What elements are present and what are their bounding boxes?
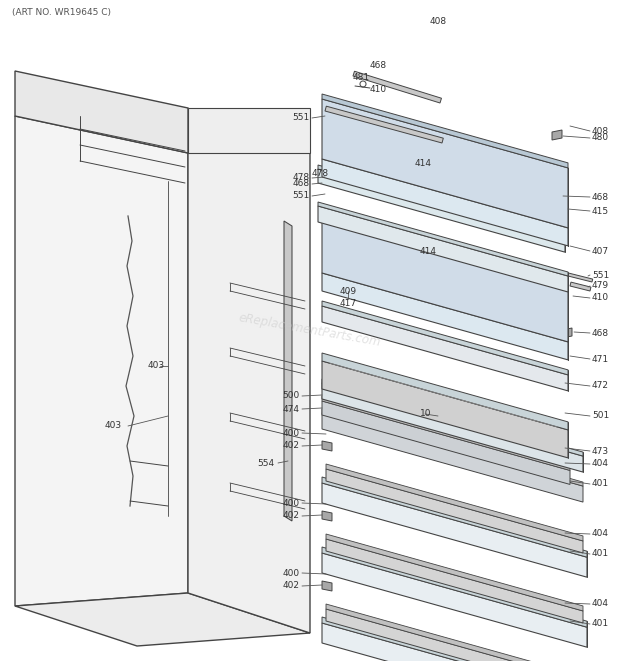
- Polygon shape: [325, 106, 443, 143]
- Polygon shape: [284, 221, 292, 521]
- Polygon shape: [15, 71, 188, 153]
- Polygon shape: [322, 99, 568, 228]
- Text: 481: 481: [353, 73, 370, 81]
- Text: 401: 401: [592, 479, 609, 488]
- Polygon shape: [322, 441, 332, 451]
- Polygon shape: [318, 206, 568, 292]
- Text: 551: 551: [293, 192, 310, 200]
- Polygon shape: [325, 175, 441, 211]
- Polygon shape: [322, 94, 568, 168]
- Polygon shape: [318, 169, 565, 252]
- Polygon shape: [322, 401, 570, 485]
- Text: 400: 400: [283, 428, 300, 438]
- Polygon shape: [15, 116, 188, 606]
- Text: 473: 473: [592, 446, 609, 455]
- Text: 407: 407: [592, 247, 609, 256]
- Polygon shape: [322, 218, 568, 342]
- Text: 403: 403: [148, 362, 165, 371]
- Text: 468: 468: [370, 61, 387, 69]
- Polygon shape: [322, 273, 568, 360]
- Polygon shape: [322, 379, 583, 456]
- Polygon shape: [552, 191, 562, 201]
- Polygon shape: [322, 623, 587, 661]
- Polygon shape: [322, 409, 583, 486]
- Text: 468: 468: [293, 180, 310, 188]
- Text: 414: 414: [420, 247, 437, 256]
- Text: 554: 554: [257, 459, 274, 467]
- Text: 404: 404: [592, 600, 609, 609]
- Text: 400: 400: [283, 498, 300, 508]
- Text: eReplacementParts.com: eReplacementParts.com: [238, 311, 382, 349]
- Text: 402: 402: [283, 442, 300, 451]
- Polygon shape: [322, 553, 587, 647]
- Polygon shape: [322, 617, 587, 661]
- Polygon shape: [322, 483, 587, 577]
- Polygon shape: [322, 581, 332, 591]
- Text: 410: 410: [370, 85, 387, 93]
- Polygon shape: [322, 361, 568, 458]
- Polygon shape: [326, 604, 583, 661]
- Text: 474: 474: [283, 405, 300, 414]
- Polygon shape: [322, 477, 587, 557]
- Text: 403: 403: [105, 422, 122, 430]
- Polygon shape: [568, 273, 593, 282]
- Polygon shape: [322, 396, 570, 471]
- Polygon shape: [188, 153, 310, 633]
- Polygon shape: [318, 202, 568, 276]
- Text: 478: 478: [293, 173, 310, 182]
- Text: 468: 468: [592, 192, 609, 202]
- Text: 10: 10: [420, 410, 432, 418]
- Polygon shape: [188, 108, 310, 153]
- Polygon shape: [552, 130, 562, 140]
- Text: 417: 417: [340, 299, 357, 307]
- Polygon shape: [326, 539, 583, 623]
- Text: 404: 404: [592, 529, 609, 539]
- Text: 414: 414: [415, 159, 432, 169]
- Text: 400: 400: [283, 568, 300, 578]
- Polygon shape: [322, 213, 568, 287]
- Text: 410: 410: [592, 293, 609, 303]
- Text: 402: 402: [283, 582, 300, 590]
- Text: 471: 471: [592, 354, 609, 364]
- Text: 468: 468: [592, 329, 609, 338]
- Polygon shape: [322, 306, 568, 391]
- Polygon shape: [570, 282, 591, 291]
- Polygon shape: [322, 301, 568, 375]
- Polygon shape: [326, 534, 583, 611]
- Text: 401: 401: [592, 619, 609, 629]
- Text: 478: 478: [312, 169, 329, 178]
- Text: 401: 401: [592, 549, 609, 559]
- Polygon shape: [325, 156, 440, 196]
- Polygon shape: [15, 593, 310, 646]
- Text: 408: 408: [430, 17, 447, 26]
- Polygon shape: [322, 511, 332, 521]
- Text: 551: 551: [293, 114, 310, 122]
- Polygon shape: [318, 165, 565, 238]
- Polygon shape: [562, 328, 572, 338]
- Text: 501: 501: [592, 412, 609, 420]
- Text: 479: 479: [592, 282, 609, 290]
- Polygon shape: [322, 159, 568, 246]
- Text: 404: 404: [592, 459, 609, 469]
- Text: 551: 551: [592, 270, 609, 280]
- Text: (ART NO. WR19645 C): (ART NO. WR19645 C): [12, 9, 111, 17]
- Text: 500: 500: [283, 391, 300, 401]
- Text: 409: 409: [340, 286, 357, 295]
- Text: 472: 472: [592, 381, 609, 391]
- Polygon shape: [353, 71, 441, 103]
- Text: 480: 480: [592, 134, 609, 143]
- Polygon shape: [322, 413, 583, 502]
- Polygon shape: [555, 290, 565, 300]
- Polygon shape: [326, 469, 583, 553]
- Text: 415: 415: [592, 206, 609, 215]
- Polygon shape: [326, 609, 583, 661]
- Text: 408: 408: [592, 126, 609, 136]
- Polygon shape: [322, 383, 583, 472]
- Polygon shape: [322, 353, 568, 430]
- Polygon shape: [322, 547, 587, 627]
- Text: 402: 402: [283, 512, 300, 520]
- Polygon shape: [326, 464, 583, 541]
